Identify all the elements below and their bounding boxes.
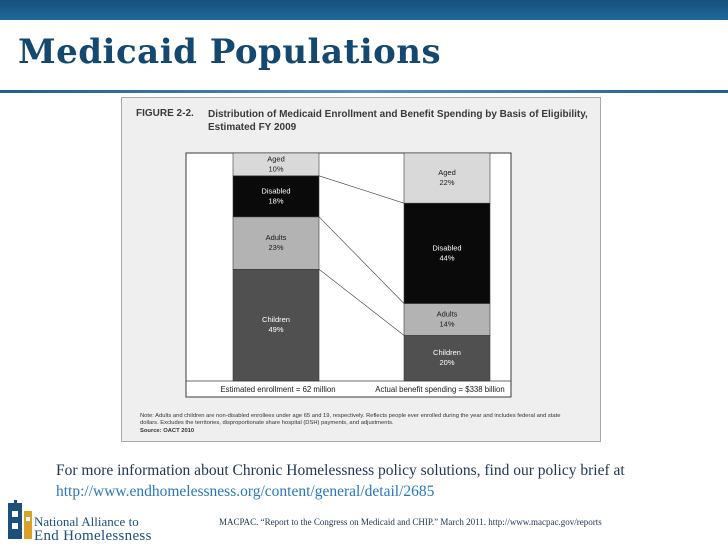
segment-name-label: Children <box>433 348 461 357</box>
segment-name-label: Disabled <box>432 243 461 252</box>
bar-segment <box>403 335 491 382</box>
logo-text-line2: End Homelessness <box>34 528 152 544</box>
title-divider <box>0 90 728 93</box>
figure-caption: Distribution of Medicaid Enrollment and … <box>208 108 588 134</box>
logo-text-line1: National Alliance to <box>34 514 139 529</box>
bar-segment <box>232 152 320 177</box>
figure-note: Note: Adults and children are non-disabl… <box>140 413 595 435</box>
bar-segment <box>403 152 491 204</box>
segment-name-label: Adults <box>266 233 287 242</box>
figure-caption-line: Distribution of Medicaid Enrollment and … <box>208 109 588 120</box>
page-title: Medicaid Populations <box>18 32 442 72</box>
segment-name-label: Aged <box>267 154 285 163</box>
segment-value-label: 20% <box>439 358 454 367</box>
bar-segment <box>232 216 320 270</box>
bar-segment <box>403 202 491 304</box>
segment-name-label: Aged <box>438 168 456 177</box>
bar-segment <box>403 303 491 336</box>
segment-value-label: 10% <box>268 164 283 173</box>
figure-note-line: dollars. Excludes the territories, dispr… <box>140 420 394 427</box>
segment-value-label: 23% <box>268 243 283 252</box>
segment-name-label: Disabled <box>261 186 290 195</box>
segment-labels: Children49%Adults23%Disabled18%Aged10%Ch… <box>261 154 461 367</box>
category-labels: Estimated enrollment = 62 million Actual … <box>220 385 504 394</box>
connector-line <box>318 269 405 336</box>
segment-name-label: Children <box>262 315 290 324</box>
segment-value-label: 14% <box>439 319 454 328</box>
segment-value-label: 44% <box>439 253 454 262</box>
figure-panel: Children 49% Adults 23% Disabled 18% Aged 10% Ch… <box>121 97 601 442</box>
stacked-bar-chart: Children49%Adults23%Disabled18%Aged10%Ch… <box>185 152 512 398</box>
bars-group <box>186 152 511 382</box>
bar-segment <box>232 175 320 218</box>
segment-value-label: 18% <box>268 196 283 205</box>
nae-logo-icon <box>8 500 32 539</box>
category-label: Actual benefit spending = $338 billion <box>375 385 504 394</box>
connector-lines <box>318 152 405 336</box>
figure-source: Source: OACT 2010 <box>140 427 195 434</box>
figure-caption-line: Estimated FY 2009 <box>208 122 297 133</box>
more-info-text: For more information about Chronic Homel… <box>56 460 716 502</box>
figure-note-line: Note: Adults and children are non-disabl… <box>140 413 561 419</box>
segment-name-label: Adults <box>437 309 458 318</box>
more-info-label: For more information about Chronic Homel… <box>56 462 625 479</box>
segment-value-label: 49% <box>268 325 283 334</box>
policy-brief-link[interactable]: http://www.endhomelessness.org/content/g… <box>56 483 435 500</box>
header-band <box>0 0 728 20</box>
connector-line <box>318 175 405 204</box>
figure-tag: FIGURE 2-2. <box>136 108 194 119</box>
source-citation: MACPAC. “Report to the Congress on Medic… <box>219 517 602 527</box>
category-label: Estimated enrollment = 62 million <box>220 385 335 394</box>
connector-line <box>318 216 405 304</box>
segment-value-label: 22% <box>439 178 454 187</box>
